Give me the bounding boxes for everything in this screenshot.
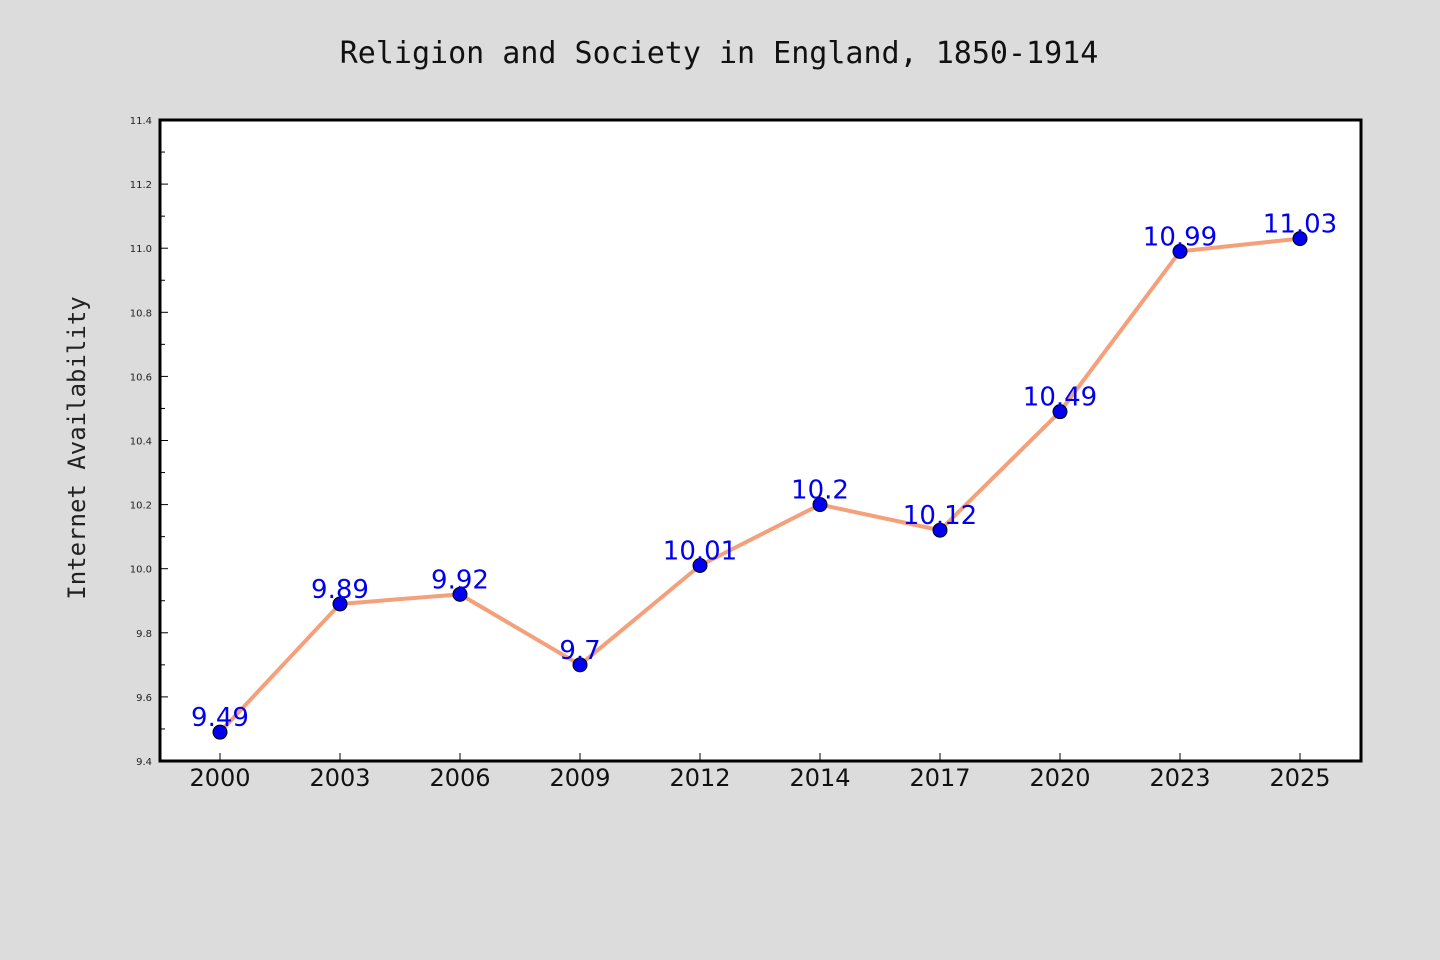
data-label: 9.7 — [559, 636, 600, 666]
y-tick-label: 11.4 — [130, 116, 152, 127]
data-point — [932, 522, 948, 538]
y-tick-label: 10.4 — [130, 437, 152, 448]
data-label: 9.92 — [431, 565, 489, 595]
data-point — [812, 497, 828, 513]
data-label: 10.01 — [663, 536, 737, 566]
data-point — [1292, 231, 1308, 247]
data-labels-layer: 9.49 9.89 9.92 9.7 10.01 10.2 10.12 10.49 10.99 1… — [191, 210, 1337, 734]
data-point — [1172, 243, 1188, 259]
x-tick-label: 2017 — [909, 764, 970, 792]
data-label: 10.12 — [903, 501, 977, 531]
y-axis: 9.4 9.6 9.8 10.0 10.2 10.4 10.6 10.8 11.0 11.2 11.… — [130, 116, 168, 768]
x-tick-label: 2023 — [1149, 764, 1210, 792]
y-tick-label: 11.2 — [130, 180, 152, 191]
y-axis-label: Internet Availability — [63, 296, 91, 599]
data-label: 10.99 — [1143, 222, 1217, 252]
x-tick-label: 2006 — [429, 764, 490, 792]
x-axis: 2000 2003 2006 2009 2012 2014 2017 2020 2023 2025 — [189, 753, 1331, 792]
x-tick-label: 2020 — [1029, 764, 1090, 792]
series-line — [218, 236, 1302, 735]
y-tick-label: 9.6 — [136, 693, 152, 704]
data-point — [572, 657, 588, 673]
data-point — [1052, 404, 1068, 420]
series-layer — [212, 231, 1308, 740]
chart-title: Religion and Society in England, 1850-19… — [340, 36, 1099, 71]
data-label: 10.2 — [791, 476, 849, 506]
x-tick-label: 2000 — [189, 764, 250, 792]
y-tick-label: 11.0 — [130, 244, 152, 255]
y-tick-label: 10.0 — [130, 565, 152, 576]
y-tick-label: 9.4 — [136, 757, 152, 768]
data-point — [332, 596, 348, 612]
data-label: 9.49 — [191, 703, 249, 733]
y-tick-label: 10.8 — [130, 308, 152, 319]
data-label: 10.49 — [1023, 383, 1097, 413]
x-tick-label: 2025 — [1269, 764, 1330, 792]
y-tick-label: 10.2 — [130, 501, 152, 512]
data-label: 9.89 — [311, 575, 369, 605]
x-tick-label: 2003 — [309, 764, 370, 792]
data-point — [692, 557, 708, 573]
y-tick-label: 10.6 — [130, 372, 152, 383]
data-point — [452, 586, 468, 602]
x-tick-label: 2009 — [549, 764, 610, 792]
x-tick-label: 2014 — [789, 764, 850, 792]
data-label: 11.03 — [1263, 210, 1337, 240]
x-tick-label: 2012 — [669, 764, 730, 792]
data-point — [212, 724, 228, 740]
y-tick-label: 9.8 — [136, 629, 152, 640]
plot-area — [158, 118, 1363, 763]
